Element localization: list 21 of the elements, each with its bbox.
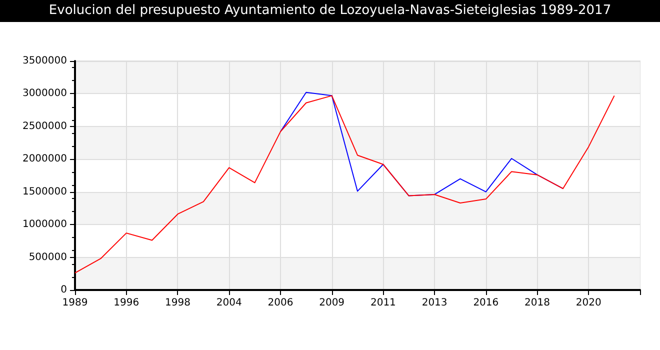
x-tick-label: 2009 (319, 298, 345, 308)
y-tick-label: 1000000 (22, 219, 67, 230)
line-series (74, 95, 615, 274)
y-tick-label: 0 (60, 284, 67, 296)
x-tick-label: 2016 (473, 298, 499, 308)
x-tick-label: 1996 (114, 298, 140, 308)
y-tick-label: 3000000 (22, 88, 67, 100)
chart-title: Evolucion del presupuesto Ayuntamiento de Lozoyuela-Navas-Sieteiglesias 1989-2017 (0, 0, 660, 22)
x-tick-label: 1989 (62, 298, 88, 308)
y-tick-label: 3500000 (22, 56, 67, 66)
x-tick-label: 2013 (422, 298, 448, 308)
x-tick-label: 1998 (165, 298, 190, 308)
x-tick-label: 2020 (576, 298, 602, 308)
y-tick-label: 2500000 (22, 120, 67, 132)
y-tick-label: 2000000 (22, 154, 67, 165)
x-tick-label: 2004 (216, 298, 242, 308)
x-tick-label: 2018 (524, 298, 550, 308)
x-tick-label: 2011 (370, 298, 396, 308)
x-tick-label: 2006 (268, 298, 294, 308)
y-tick-label: 500000 (28, 252, 67, 263)
y-tick-label: 1500000 (22, 186, 67, 198)
